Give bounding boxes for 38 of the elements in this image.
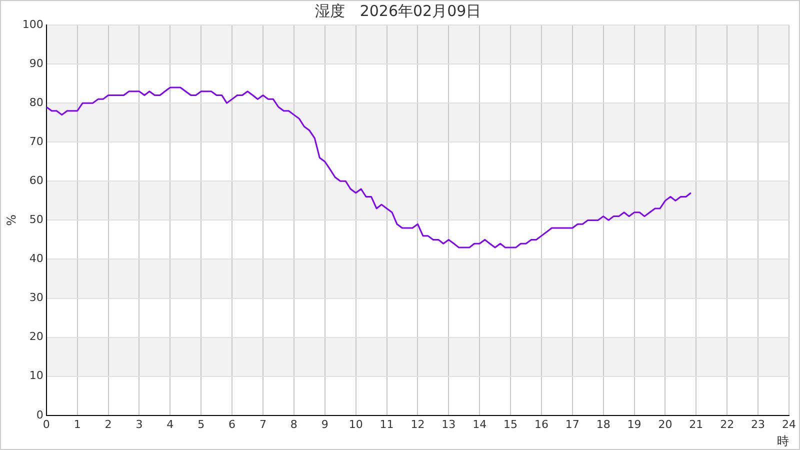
y-tick-label: 40 xyxy=(29,252,44,266)
x-tick-label: 12 xyxy=(410,418,425,431)
x-tick-label: 22 xyxy=(720,418,734,431)
y-tick-label: 10 xyxy=(29,369,44,382)
x-tick-label: 2 xyxy=(104,418,112,431)
x-tick-label: 4 xyxy=(166,418,174,431)
y-tick-label: 50 xyxy=(29,213,44,226)
y-tick-label: 70 xyxy=(29,134,44,148)
y-tick-label: 100 xyxy=(22,18,44,31)
x-tick-label: 24 xyxy=(782,418,796,431)
y-tick-label: 0 xyxy=(36,408,44,422)
x-tick-label: 19 xyxy=(627,418,642,431)
x-tick-label: 18 xyxy=(596,418,610,431)
x-tick-label: 14 xyxy=(472,418,487,431)
y-tick-label: 30 xyxy=(29,291,44,304)
x-tick-label: 13 xyxy=(442,418,456,431)
x-tick-label: 15 xyxy=(504,418,518,431)
x-tick-label: 17 xyxy=(565,418,580,431)
x-tick-label: 1 xyxy=(74,418,81,431)
x-axis-title: 時 xyxy=(777,434,789,448)
x-tick-label: 23 xyxy=(751,418,766,431)
x-tick-label: 11 xyxy=(380,418,394,431)
y-axis-title: % xyxy=(4,214,18,226)
x-tick-label: 8 xyxy=(290,418,298,431)
y-tick-label: 60 xyxy=(29,174,44,188)
y-tick-label: 90 xyxy=(29,56,44,70)
x-tick-label: 5 xyxy=(198,418,205,431)
x-tick-label: 3 xyxy=(136,418,143,431)
x-tick-label: 6 xyxy=(228,418,236,431)
x-tick-label: 21 xyxy=(689,418,704,431)
x-tick-label: 10 xyxy=(348,418,363,431)
y-tick-label: 20 xyxy=(29,330,44,344)
chart-title: 湿度 2026年02月09日 xyxy=(314,2,482,20)
x-tick-label: 9 xyxy=(321,418,328,431)
x-tick-label: 7 xyxy=(259,418,266,431)
x-tick-label: 16 xyxy=(534,418,548,431)
x-tick-label: 20 xyxy=(658,418,672,431)
y-tick-label: 80 xyxy=(29,96,44,109)
